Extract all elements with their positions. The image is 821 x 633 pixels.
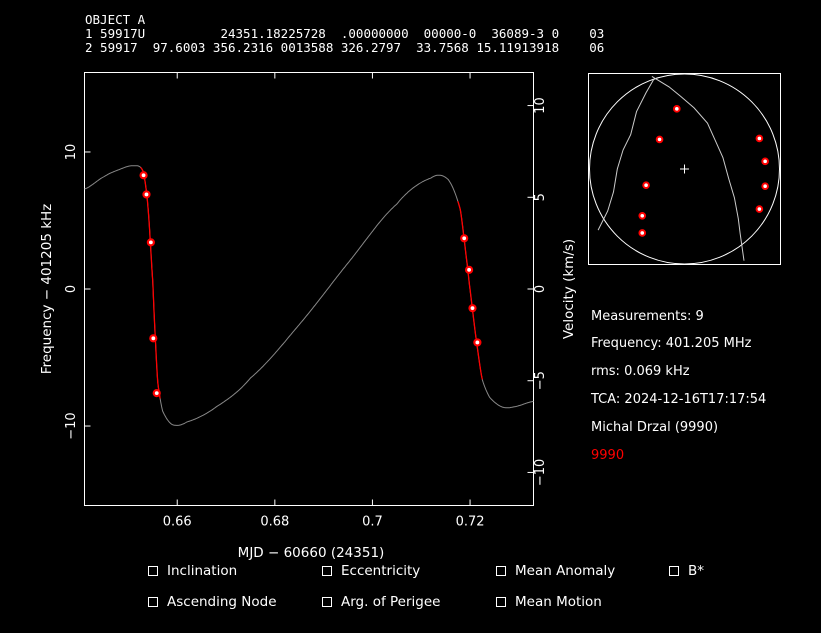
tle-line-1: 1 59917U 24351.18225728 .00000000 00000-… <box>85 26 605 41</box>
x-axis-label: MJD − 60660 (24351) <box>238 545 385 561</box>
sky-marker <box>755 134 764 143</box>
checkbox-box[interactable] <box>669 566 679 576</box>
measurement-point[interactable] <box>152 389 161 398</box>
info-site: 9990 <box>591 448 625 463</box>
checkbox-box[interactable] <box>148 566 158 576</box>
checkbox-label: B* <box>688 563 705 579</box>
tle-name: OBJECT A <box>85 12 146 27</box>
measurement-point[interactable] <box>142 190 151 199</box>
checkbox-box[interactable] <box>322 566 332 576</box>
tle-line-2: 2 59917 97.6003 356.2316 0013588 326.279… <box>85 40 605 55</box>
sky-marker <box>761 157 769 166</box>
sky-marker <box>642 181 650 190</box>
checkbox-box[interactable] <box>496 566 506 576</box>
sky-marker <box>655 135 664 144</box>
checkbox-label: Eccentricity <box>341 563 421 579</box>
checkbox-label: Mean Anomaly <box>515 563 616 579</box>
info-rms: rms: 0.069 kHz <box>591 364 690 379</box>
checkbox-bstar[interactable]: B* <box>669 563 704 579</box>
x-tick-label: 0.72 <box>456 515 485 530</box>
plot-frame <box>84 72 534 506</box>
y-tick-label-right: −5 <box>533 371 548 390</box>
y-tick-label-right: 5 <box>533 193 548 201</box>
checkbox-mean-anomaly[interactable]: Mean Anomaly <box>496 563 615 579</box>
sky-marker <box>638 229 647 237</box>
sky-marker <box>761 182 769 190</box>
measurement-point[interactable] <box>473 338 482 347</box>
checkbox-eccentricity[interactable]: Eccentricity <box>322 563 420 579</box>
x-tick-label: 0.7 <box>362 515 383 530</box>
y-axis-label-left: Frequency − 401205 kHz <box>39 204 55 375</box>
fit-curve-segment <box>457 201 483 380</box>
checkbox-ascending-node[interactable]: Ascending Node <box>148 594 277 610</box>
measurement-point[interactable] <box>149 334 158 343</box>
measurement-point[interactable] <box>139 171 148 180</box>
y-tick-label-left: 0 <box>64 285 79 293</box>
checkbox-mean-motion[interactable]: Mean Motion <box>496 594 602 610</box>
y-tick-label-left: −10 <box>64 412 79 439</box>
y-tick-label-right: 10 <box>533 97 548 114</box>
sky-marker <box>673 105 681 113</box>
sky-plot <box>588 73 781 265</box>
checkbox-arg-of-perigee[interactable]: Arg. of Perigee <box>322 594 440 610</box>
checkbox-box[interactable] <box>322 597 332 607</box>
y-tick-label-right: −10 <box>533 459 548 486</box>
horizon-circle <box>589 73 780 265</box>
sky-marker <box>755 205 764 213</box>
y-tick-label-left: 10 <box>64 144 79 161</box>
measurement-point[interactable] <box>468 304 477 313</box>
checkbox-label: Arg. of Perigee <box>341 594 441 610</box>
info-frequency: Frequency: 401.205 MHz <box>591 336 752 351</box>
checkbox-label: Inclination <box>167 563 238 579</box>
checkbox-box[interactable] <box>496 597 506 607</box>
model-curve <box>84 165 534 426</box>
checkbox-inclination[interactable]: Inclination <box>148 563 237 579</box>
checkbox-label: Ascending Node <box>167 594 277 610</box>
zenith-cross <box>680 164 689 174</box>
checkbox-label: Mean Motion <box>515 594 602 610</box>
measurement-point[interactable] <box>146 238 155 247</box>
measurement-point[interactable] <box>464 265 474 274</box>
sky-marker <box>638 211 647 220</box>
checkbox-box[interactable] <box>148 597 158 607</box>
fit-curve-segment <box>140 166 161 399</box>
info-observer: Michal Drzal (9990) <box>591 420 719 435</box>
measurement-point[interactable] <box>460 234 469 243</box>
y-axis-label-right: Velocity (km/s) <box>561 239 577 339</box>
info-tca: TCA: 2024-12-16T17:17:54 <box>591 392 767 407</box>
sky-track-2 <box>597 78 655 231</box>
info-measurements: Measurements: 9 <box>591 309 704 324</box>
y-tick-label-right: 0 <box>533 285 548 293</box>
x-tick-label: 0.68 <box>260 515 289 530</box>
x-tick-label: 0.66 <box>163 515 192 530</box>
sky-track <box>651 75 745 261</box>
